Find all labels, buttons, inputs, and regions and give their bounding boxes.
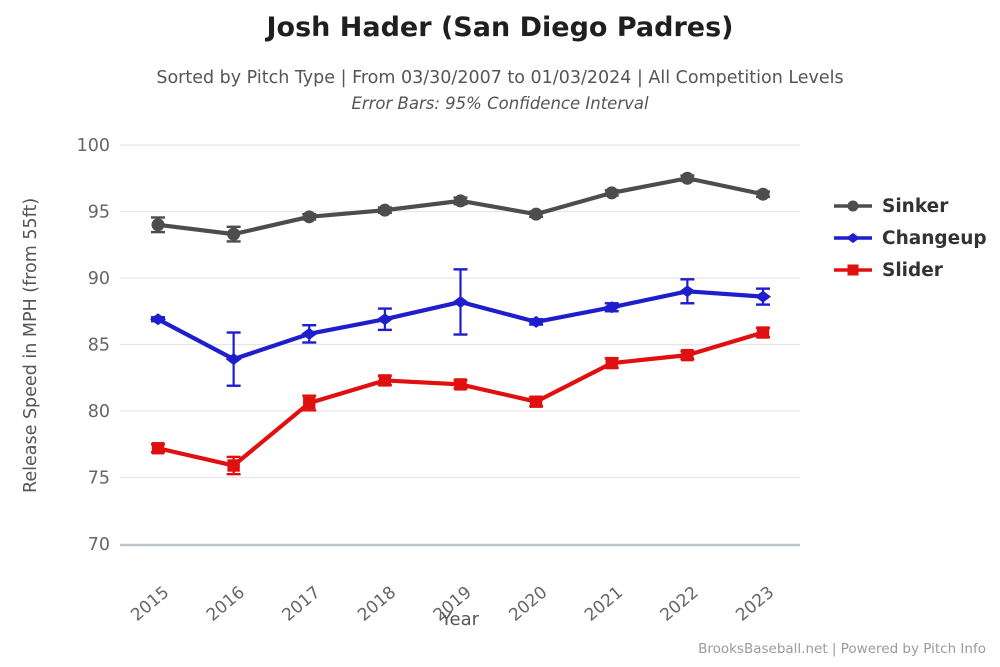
sinker-marker [378,203,392,217]
legend-item-sinker: Sinker [833,190,987,222]
y-tick-label: 80 [88,402,110,422]
changeup-marker [528,315,545,328]
changeup-marker [679,285,696,298]
slider-legend-marker-icon [834,264,872,276]
legend-item-changeup: Changeup [833,222,987,254]
series-sinker [151,171,770,243]
changeup-marker [755,290,771,303]
legend-label-slider: Slider [882,259,943,281]
y-tick-label: 85 [88,336,110,356]
slider-marker [605,356,618,370]
changeup-marker [376,313,393,326]
changeup-legend-marker-icon [834,233,872,243]
sinker-marker [302,210,316,224]
sinker-marker [454,194,467,208]
y-tick-label: 75 [88,469,110,489]
changeup-marker [150,313,166,326]
slider-marker [756,326,770,339]
legend-item-slider: Slider [833,254,987,286]
y-tick-label: 70 [88,535,110,555]
changeup-marker [301,327,318,340]
chart-title: Josh Hader (San Diego Padres) [266,12,734,43]
sinker-marker [151,218,165,232]
slider-marker [303,396,316,410]
chart-subtitle: Sorted by Pitch Type | From 03/30/2007 t… [156,68,844,88]
sinker-marker [227,227,241,241]
changeup-marker [603,301,620,314]
slider-marker [681,348,694,362]
sinker-legend-marker-icon [834,200,872,212]
slider-marker [227,459,240,472]
legend-label-changeup: Changeup [882,227,987,249]
sinker-marker [756,187,770,201]
legend: Sinker Changeup Slider [833,190,987,286]
slider-marker [529,395,543,408]
sinker-marker [680,171,694,185]
legend-label-sinker: Sinker [882,195,949,217]
sinker-marker [529,207,543,221]
slider-marker [151,442,165,455]
slider-marker [378,374,392,387]
credit-footer: BrooksBaseball.net | Powered by Pitch In… [698,641,986,657]
y-tick-label: 100 [77,136,110,156]
error-bars-note: Error Bars: 95% Confidence Interval [351,94,649,113]
series-changeup [150,268,771,387]
x-axis-title: Year [440,609,480,630]
y-tick-label: 95 [88,203,110,223]
series-slider [151,326,770,476]
slider-marker [454,378,467,391]
changeup-marker [452,295,469,308]
y-tick-label: 90 [88,269,110,289]
changeup-marker [225,353,242,366]
sinker-marker [605,186,619,200]
